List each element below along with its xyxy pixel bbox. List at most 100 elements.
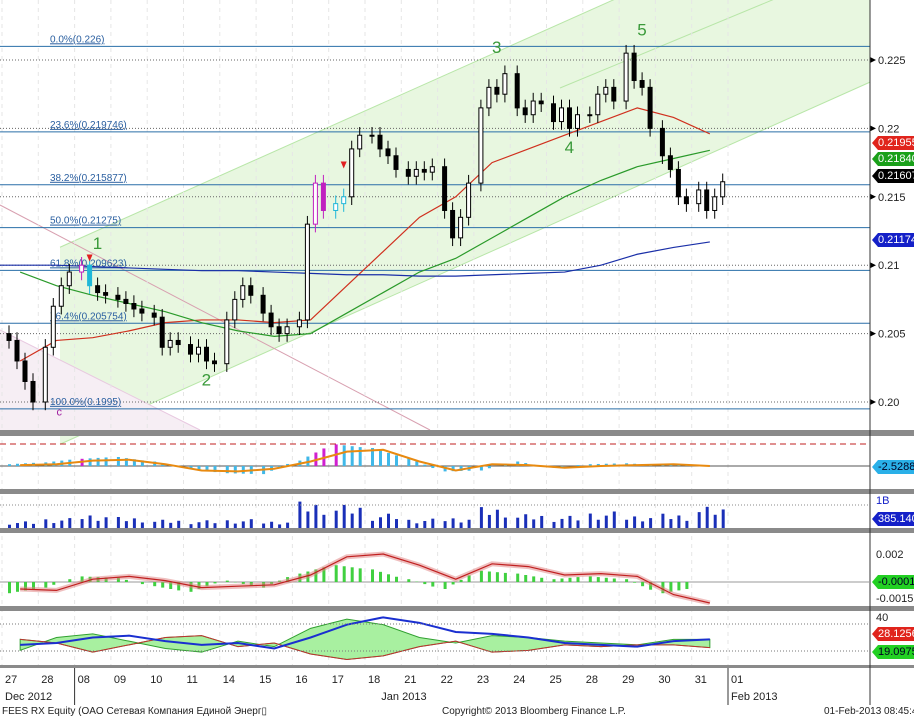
oscillator-bar: [431, 466, 435, 469]
volume-bar: [552, 521, 556, 528]
down-channel-line: [0, 329, 201, 431]
candle-body: [587, 114, 593, 117]
wave-label: 5: [637, 20, 646, 39]
macd-bar: [153, 582, 157, 587]
candle-body: [603, 86, 609, 95]
volume-bar: [532, 519, 536, 528]
oscillator-bar: [205, 466, 209, 471]
fib-level-label: 50.0%(0.21275): [50, 216, 121, 227]
candle-body: [647, 86, 653, 129]
candle-body: [240, 285, 246, 300]
volume-bar: [8, 524, 11, 528]
oscillator-bar: [459, 466, 463, 471]
candle-body: [538, 100, 544, 105]
macd-bar: [431, 582, 435, 587]
candle-body: [458, 216, 464, 239]
volume-bar: [415, 523, 419, 528]
macd-bar: [625, 579, 629, 582]
panel-separator: [0, 430, 914, 436]
candle-body: [260, 294, 266, 314]
macd-bar: [540, 577, 544, 582]
macd-bar: [516, 573, 520, 582]
volume-bar: [60, 520, 64, 528]
candle-body: [502, 73, 508, 95]
macd-axis-label: 0.002: [876, 549, 904, 561]
volume-bar: [80, 519, 84, 528]
tick-arrow: [870, 57, 876, 63]
x-tick-label: 10: [150, 674, 162, 686]
candle-body: [58, 285, 64, 307]
volume-bar: [721, 509, 725, 528]
x-group-label: Feb 2013: [731, 691, 777, 703]
macd-bar: [495, 572, 499, 582]
macd-bar: [685, 582, 689, 589]
candle-body: [66, 271, 72, 287]
tick-arrow: [870, 330, 876, 337]
macd-bar: [52, 582, 56, 585]
chart-canvas[interactable]: 0.2250.220.2150.210.2050.200.0%(0.226)23…: [0, 0, 914, 705]
candle-body: [405, 168, 411, 177]
volume-bar: [669, 519, 673, 528]
y-tick-label: 0.22: [878, 123, 899, 135]
candle-body: [631, 52, 637, 82]
volume-bar: [225, 520, 229, 528]
candle-body: [232, 298, 238, 321]
volume-bar: [342, 504, 346, 528]
oscillator-bar: [395, 455, 398, 466]
candle-body: [712, 196, 718, 211]
candle-body: [50, 305, 56, 348]
y-tick-label: 0.20: [878, 397, 899, 409]
oscillator-bar: [16, 463, 19, 466]
fib-level-label: 23.6%(0.219746): [50, 120, 127, 131]
macd-bar: [532, 576, 536, 582]
macd-bar: [669, 582, 673, 592]
volume-bar: [459, 522, 463, 528]
macd-bar: [358, 568, 362, 582]
candle-body: [494, 86, 500, 95]
channel-mid-line: [559, 0, 774, 89]
panel-separator: [0, 665, 914, 668]
macd-bar: [479, 570, 483, 582]
volume-bar: [140, 522, 144, 528]
volume-bar: [286, 522, 290, 528]
candle-body: [139, 308, 145, 314]
candle-body: [413, 168, 419, 177]
candle-body: [429, 166, 435, 173]
volume-bar: [649, 518, 653, 528]
candle-body: [131, 303, 137, 310]
oscillator-bar: [487, 466, 491, 469]
candle-body: [42, 346, 48, 403]
macd-bar: [225, 580, 229, 582]
wave-label: 1: [93, 234, 102, 253]
volume-bar: [451, 518, 455, 528]
x-tick-label: 18: [368, 674, 380, 686]
x-tick-label: 16: [295, 674, 307, 686]
oscillator-bar: [588, 464, 592, 466]
volume-bar: [431, 518, 435, 528]
oscillator-bar: [88, 458, 92, 466]
candle-body: [357, 134, 363, 150]
candle-body: [514, 73, 520, 109]
channel-lower-line: [59, 81, 871, 445]
macd-bar: [560, 578, 564, 582]
oscillator-signal-line: [20, 448, 710, 473]
oscillator-bar: [342, 445, 346, 466]
macd-bar: [322, 567, 326, 582]
macd-bar: [342, 566, 346, 582]
volume-bar: [96, 520, 100, 528]
candle-body: [421, 168, 427, 173]
oscillator-bar: [661, 465, 665, 466]
panel-separator: [0, 606, 914, 611]
volume-bar: [24, 521, 27, 528]
tick-arrow: [870, 193, 876, 200]
timestamp-label: 01-Feb-2013 08:45:44: [824, 706, 914, 717]
macd-bar: [641, 582, 645, 587]
oscillator-bar: [479, 466, 483, 471]
volume-bar: [68, 518, 72, 528]
volume-bar: [487, 514, 491, 528]
volume-bar: [596, 519, 600, 528]
wave-label: 4: [565, 138, 574, 157]
macd-bar: [124, 579, 128, 582]
x-group-label: Jan 2013: [381, 691, 426, 703]
volume-bar: [88, 515, 92, 528]
